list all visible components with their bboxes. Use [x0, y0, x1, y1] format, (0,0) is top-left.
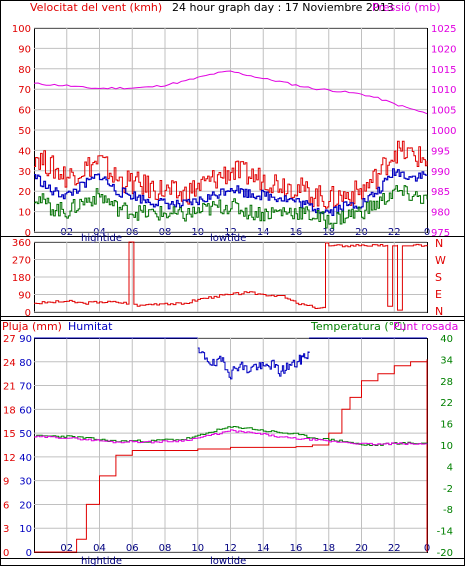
temperature-y-tick: 34: [440, 355, 453, 366]
pressure-y-tick: 980: [431, 208, 450, 219]
pressure-y-tick: 1000: [431, 126, 456, 137]
temperature-y-tick: -8: [443, 505, 453, 516]
compass-label-e: E: [435, 288, 442, 301]
direction-y-tick: 270: [12, 256, 31, 267]
temperature-y-tick: -20: [437, 548, 453, 559]
x-tick-label: 14: [257, 543, 270, 554]
x-tick-label: 04: [93, 543, 106, 554]
temperature-y-tick: 40: [440, 334, 453, 345]
pressure-y-tick: 1020: [431, 44, 456, 55]
rain-y-tick: 21: [3, 382, 16, 393]
x-tick-label: 18: [322, 543, 335, 554]
wind-y-tick: 100: [12, 24, 31, 35]
direction-y-tick: 0: [25, 308, 31, 319]
pressure-y-tick: 995: [431, 146, 450, 157]
x-tick-label: 10: [191, 543, 204, 554]
rain-line: [34, 359, 428, 553]
wind-y-tick: 0: [25, 228, 31, 239]
wind-y-tick: 80: [18, 65, 31, 76]
temperature-y-tick: 28: [440, 377, 453, 388]
rain-y-tick: 6: [3, 500, 9, 511]
humidity-y-tick: 0: [26, 548, 32, 559]
humidity-line: [197, 347, 310, 380]
x-tick-label: 20: [355, 543, 368, 554]
humidity-y-tick: 70: [19, 382, 32, 393]
lowtide-label-bottom: lowtide: [210, 556, 246, 566]
wind-min-line: [34, 185, 428, 229]
humidity-y-tick: 40: [19, 453, 32, 464]
wind-gust-line: [34, 140, 428, 209]
x-tick-label: 02: [60, 543, 73, 554]
humidity-y-tick: 90: [19, 334, 32, 345]
pressure-y-tick: 975: [431, 228, 450, 239]
humidity-y-tick: 10: [19, 524, 32, 535]
rain-y-tick: 9: [3, 477, 9, 488]
humidity-y-tick: 30: [19, 477, 32, 488]
pressure-y-tick: 1015: [431, 65, 456, 76]
x-tick-label: 08: [159, 543, 172, 554]
pressure-line: [33, 70, 428, 115]
compass-label-n-top: N: [435, 237, 443, 250]
wind-y-tick: 30: [18, 167, 31, 178]
x-tick-label: 22: [388, 543, 401, 554]
wind-y-tick: 50: [18, 126, 31, 137]
rain-y-tick: 12: [3, 453, 16, 464]
rain-y-tick: 15: [3, 429, 16, 440]
pressure-y-tick: 1025: [431, 24, 456, 35]
x-tick-label: 12: [224, 543, 237, 554]
chart-title: 24 hour graph day : 17 Noviembre 2013: [172, 1, 394, 14]
dewpoint-axis-title: Punt rosada: [393, 320, 458, 333]
pressure-axis-title: Pressió (mb): [372, 1, 441, 14]
wind-y-tick: 70: [18, 85, 31, 96]
lowtide-label-top: lowtide: [210, 233, 246, 244]
temperature-y-tick: 4: [447, 462, 453, 473]
rain-y-tick: 18: [3, 405, 16, 416]
wind-y-tick: 90: [18, 44, 31, 55]
humidity-y-tick: 50: [19, 429, 32, 440]
wind-axis-title: Velocitat del vent (kmh): [30, 1, 162, 14]
rain-y-tick: 27: [3, 334, 16, 345]
rain-axis-title: Pluja (mm): [2, 320, 62, 333]
temperature-y-tick: 22: [440, 398, 453, 409]
chart-marks: 0204060810121416182022002040608101214161…: [3, 24, 456, 559]
direction-y-tick: 180: [12, 273, 31, 284]
pressure-y-tick: 1010: [431, 85, 456, 96]
wind-y-tick: 20: [18, 187, 31, 198]
wind-y-tick: 40: [18, 146, 31, 157]
temperature-axis-title: Temperatura (°C): [310, 320, 406, 333]
hightide-label-top: hightide: [81, 233, 122, 244]
compass-label-n-bottom: N: [435, 305, 443, 318]
rain-y-tick: 0: [3, 548, 9, 559]
direction-y-tick: 90: [18, 291, 31, 302]
pressure-y-tick: 990: [431, 167, 450, 178]
humidity-axis-title: Humitat: [68, 320, 113, 333]
direction-y-tick: 360: [12, 238, 31, 249]
pressure-y-tick: 985: [431, 187, 450, 198]
temperature-y-tick: -2: [443, 484, 453, 495]
x-tick-label: 16: [290, 543, 303, 554]
pressure-y-tick: 1005: [431, 106, 456, 117]
rain-y-tick: 24: [3, 358, 16, 369]
temperature-y-tick: 16: [440, 420, 453, 431]
humidity-y-tick: 20: [19, 500, 32, 511]
wind-y-tick: 60: [18, 106, 31, 117]
compass-label-w: W: [435, 254, 446, 267]
dewpoint-line: [34, 429, 428, 446]
temperature-y-tick: -14: [437, 527, 453, 538]
temperature-y-tick: 10: [440, 441, 453, 452]
x-tick-label: 06: [126, 543, 139, 554]
wind-average-line: [34, 168, 428, 216]
wind-direction-line: [34, 241, 428, 311]
humidity-y-tick: 60: [19, 405, 32, 416]
compass-label-s: S: [435, 271, 442, 284]
humidity-y-tick: 80: [19, 358, 32, 369]
wind-y-tick: 10: [18, 208, 31, 219]
panel-weather-outer: [0, 320, 465, 559]
hightide-label-bottom: hightide: [81, 556, 122, 566]
rain-y-tick: 3: [3, 524, 9, 535]
